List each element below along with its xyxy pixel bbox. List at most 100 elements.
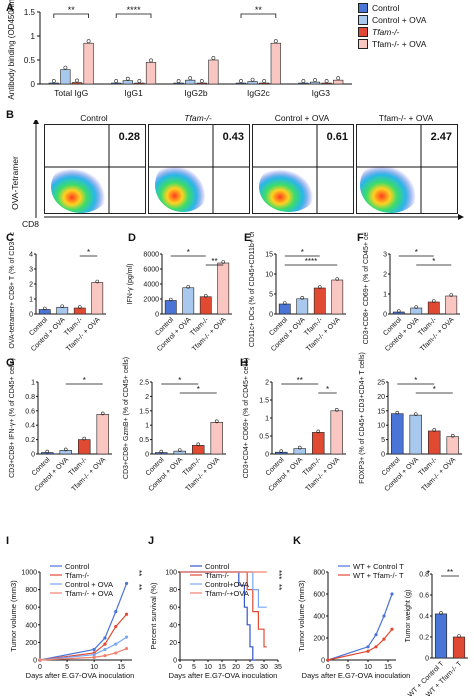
significance-label: **	[134, 570, 143, 576]
x-tick-label: 0	[38, 664, 42, 671]
significance-label: **	[134, 584, 143, 590]
panel-label-d: D	[128, 232, 136, 244]
data-point	[92, 655, 96, 659]
y-tick-label: 1.5	[24, 8, 36, 17]
data-point	[457, 634, 461, 638]
legend-label: Control	[205, 562, 230, 571]
y-axis-label: CD3+CD8+ GzmB+ (% of CD45+ cells)	[123, 357, 130, 479]
series-line	[180, 571, 256, 661]
y-tick-label: 0	[155, 312, 159, 319]
x-tick-label: Tfam-/- + OVA	[305, 456, 342, 493]
bar	[452, 636, 466, 659]
data-point	[396, 309, 401, 313]
bar	[427, 301, 440, 315]
y-axis-label: IFN-γ (pg/ml)	[127, 264, 134, 305]
y-tick-label: 0.5	[259, 434, 269, 441]
y-tick-label: 4	[29, 252, 33, 259]
y-axis-label: Tumor volume (mm3)	[9, 580, 18, 652]
panel-label-j: J	[148, 535, 155, 547]
y-tick-label: 2	[29, 282, 33, 289]
y-tick-label: 2.5	[139, 380, 149, 387]
data-point	[103, 636, 107, 640]
y-tick-label: 20	[377, 394, 385, 401]
bar	[196, 82, 207, 85]
significance-label: **	[274, 584, 283, 590]
panel-label-a: A	[6, 2, 14, 14]
chart-j: 0 20 40 60 80 100 0 5 10 15 20 25 30 35 Percent surviv…	[149, 562, 283, 680]
x-tick-label: 25	[246, 664, 254, 671]
bar	[309, 81, 321, 85]
data-point	[196, 442, 201, 447]
data-point	[92, 647, 96, 652]
data-point	[203, 293, 208, 298]
significance-label: **	[447, 568, 453, 577]
y-tick-label: 1	[29, 297, 33, 304]
significance-label: **	[255, 5, 263, 15]
y-tick-label: 8000	[143, 252, 159, 259]
data-point	[124, 612, 129, 616]
y-tick-label: 20	[169, 640, 177, 647]
y-axis-label: Tumor weight (g)	[405, 590, 412, 643]
legend-item-tfam: Tfam-/-	[358, 26, 472, 37]
y-tick-label: 0	[29, 312, 33, 319]
data-point	[114, 610, 118, 614]
y-tick-label: 0.2	[25, 437, 35, 444]
y-tick-label: 0	[269, 312, 273, 319]
data-point	[335, 277, 340, 281]
legend-label: Tfam-/-	[372, 26, 400, 37]
significance-label: **	[297, 376, 303, 385]
flow-ylabel: OVA-Tetramer	[10, 156, 20, 210]
x-tick-label: Tfam-/- + OVA	[71, 456, 108, 493]
x-tick-label: 15	[117, 664, 125, 671]
data-point	[300, 296, 305, 300]
data-point	[414, 305, 419, 309]
significance-label: **	[211, 257, 217, 266]
data-point	[124, 635, 129, 639]
y-tick-label: 3	[383, 252, 387, 259]
data-point	[42, 306, 47, 311]
bar	[235, 82, 247, 85]
panel-label-f: F	[357, 232, 364, 244]
x-tick-label: 20	[232, 664, 240, 671]
data-point	[449, 293, 454, 297]
y-axis-label: CD3+CD8+ CD69+ (% of CD45+ cells)	[363, 232, 370, 344]
y-tick-label: 15	[265, 252, 273, 259]
data-point	[334, 408, 339, 412]
data-point	[38, 658, 42, 662]
y-tick-label: 3	[29, 267, 33, 274]
data-point	[250, 77, 255, 82]
significance-label: *	[197, 385, 200, 394]
data-point	[63, 447, 68, 452]
data-point	[103, 654, 107, 658]
legend-label: WT + Tfam-/- T	[353, 571, 404, 580]
bar	[182, 287, 195, 315]
x-axis-label: Days after E.G7-OVA inoculation	[169, 671, 278, 680]
y-tick-label: 80	[169, 587, 177, 594]
data-point	[86, 39, 91, 44]
y-tick-label: 0.2	[419, 635, 429, 642]
legend-label: Control	[65, 562, 90, 571]
flow-xlabel: CD8	[22, 219, 40, 229]
y-tick-label: 800	[25, 587, 37, 594]
data-point	[103, 647, 107, 652]
y-axis-label: OVA-tetramer+ CD8+ T (% of CD3+ cells)	[9, 232, 16, 349]
data-point	[199, 79, 204, 83]
y-axis-label: CD3+CD4+ CD69+ (% of CD45+ cells)	[243, 358, 250, 479]
bar	[312, 432, 325, 455]
panel-label-g: G	[6, 357, 15, 369]
chart-h2: 0 5 10 15 20 25 FOXP3+ (% of CD45+ CD3+CD4+ T …	[359, 352, 462, 493]
panel-label-e: E	[244, 232, 252, 244]
data-point	[45, 449, 50, 454]
x-tick-label: 15	[218, 664, 226, 671]
data-point	[211, 56, 216, 60]
data-point	[114, 651, 118, 655]
y-tick-label: 0.4	[419, 614, 429, 621]
bar	[278, 303, 291, 315]
significance-label: *	[432, 257, 435, 266]
x-tick-label: IgG2b	[184, 88, 207, 98]
data-point	[124, 581, 129, 586]
data-point	[316, 429, 321, 434]
bar	[38, 309, 51, 315]
y-axis-label: CD11c+ DCs (% of CD45+CD11b+ cells)	[249, 232, 256, 347]
y-tick-label: 600	[313, 592, 325, 599]
